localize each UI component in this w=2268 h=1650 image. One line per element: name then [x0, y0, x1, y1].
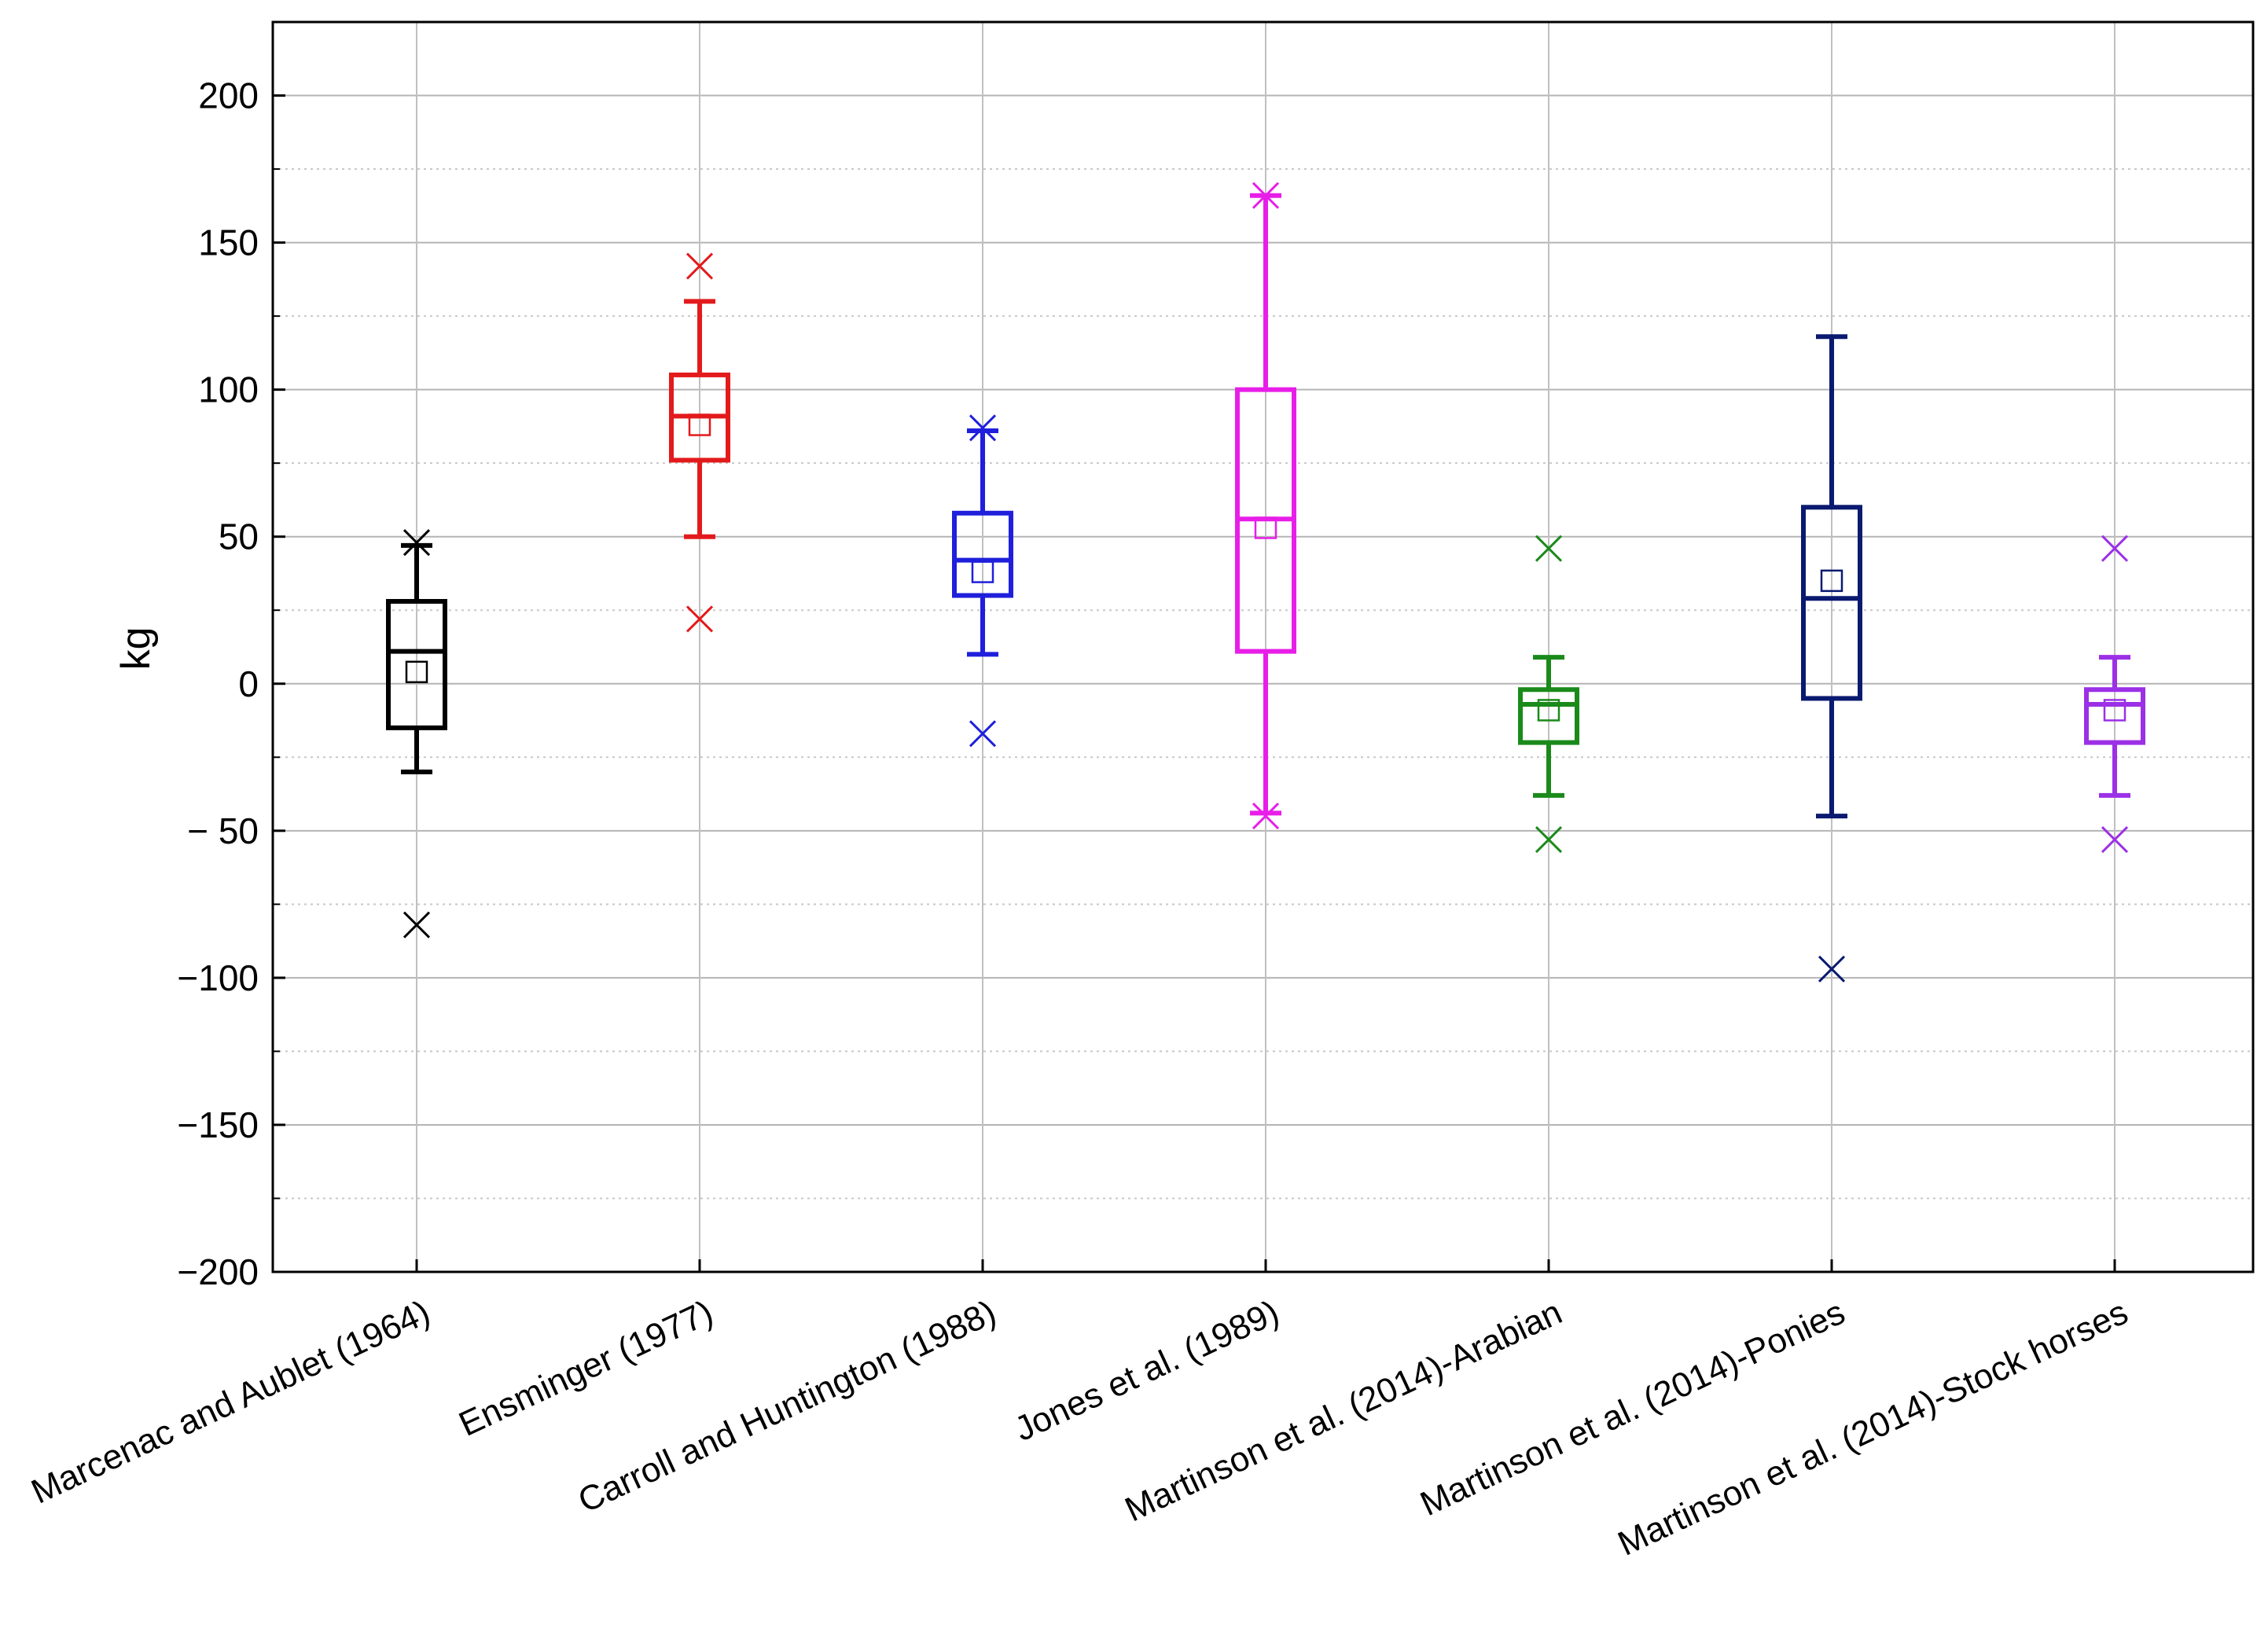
outlier-marker	[1818, 955, 1846, 983]
mean-marker	[688, 413, 711, 436]
outlier-stroke	[1535, 825, 1563, 854]
outlier-stroke	[969, 414, 997, 442]
box-iqr	[1518, 687, 1579, 745]
box-group	[1801, 334, 1862, 983]
outlier-stroke	[2101, 535, 2129, 562]
y-tick-label: −150	[177, 1104, 259, 1145]
outlier-marker	[2101, 825, 2129, 854]
outlier-marker	[969, 414, 997, 442]
outlier-marker	[2101, 535, 2129, 562]
y-tick-label: −200	[177, 1251, 259, 1292]
outlier-stroke	[403, 911, 431, 939]
box-group	[1518, 535, 1579, 854]
y-tick-label: −100	[177, 957, 259, 998]
outlier-marker	[1535, 825, 1563, 854]
plot-frame	[271, 20, 2255, 1273]
outlier-marker	[969, 720, 997, 748]
y-tick-label: 150	[198, 222, 259, 263]
box-iqr	[952, 510, 1013, 598]
y-tick-label: 200	[198, 75, 259, 116]
y-tick-label: − 50	[187, 810, 259, 851]
y-axis-ticks: 200 150 100 50 0 − 50 −100 −150 −200	[177, 75, 285, 1292]
outlier-stroke	[686, 252, 714, 280]
outlier-marker	[1535, 535, 1563, 562]
outlier-marker	[1252, 182, 1280, 209]
box-series	[386, 182, 2145, 983]
outlier-stroke	[403, 529, 431, 557]
y-axis-title: kg	[113, 627, 159, 670]
mean-marker	[1820, 569, 1843, 593]
mean-marker	[1254, 516, 1277, 539]
outlier-stroke	[2101, 825, 2129, 854]
outlier-marker	[686, 252, 714, 280]
outlier-marker	[403, 911, 431, 939]
outlier-stroke	[1252, 803, 1280, 830]
outlier-marker	[686, 605, 714, 633]
outlier-stroke	[1535, 535, 1563, 562]
y-tick-label: 100	[198, 369, 259, 410]
mean-marker	[2103, 699, 2126, 722]
box-group	[2084, 535, 2145, 854]
outlier-stroke	[1818, 955, 1846, 983]
box-group	[386, 529, 447, 939]
outlier-stroke	[686, 605, 714, 633]
mean-marker	[405, 660, 428, 684]
outlier-marker	[403, 529, 431, 557]
mean-marker	[971, 560, 994, 583]
box-group	[952, 414, 1013, 748]
y-tick-label: 0	[238, 663, 259, 704]
y-tick-label: 50	[219, 516, 259, 557]
box-group	[1235, 182, 1296, 830]
mean-marker	[1537, 699, 1560, 722]
outlier-marker	[1252, 803, 1280, 830]
outlier-stroke	[1252, 182, 1280, 209]
box-group	[669, 252, 730, 633]
outlier-stroke	[969, 720, 997, 748]
box-iqr	[2084, 687, 2145, 745]
box-iqr	[1801, 505, 1862, 701]
box-iqr	[386, 599, 447, 730]
